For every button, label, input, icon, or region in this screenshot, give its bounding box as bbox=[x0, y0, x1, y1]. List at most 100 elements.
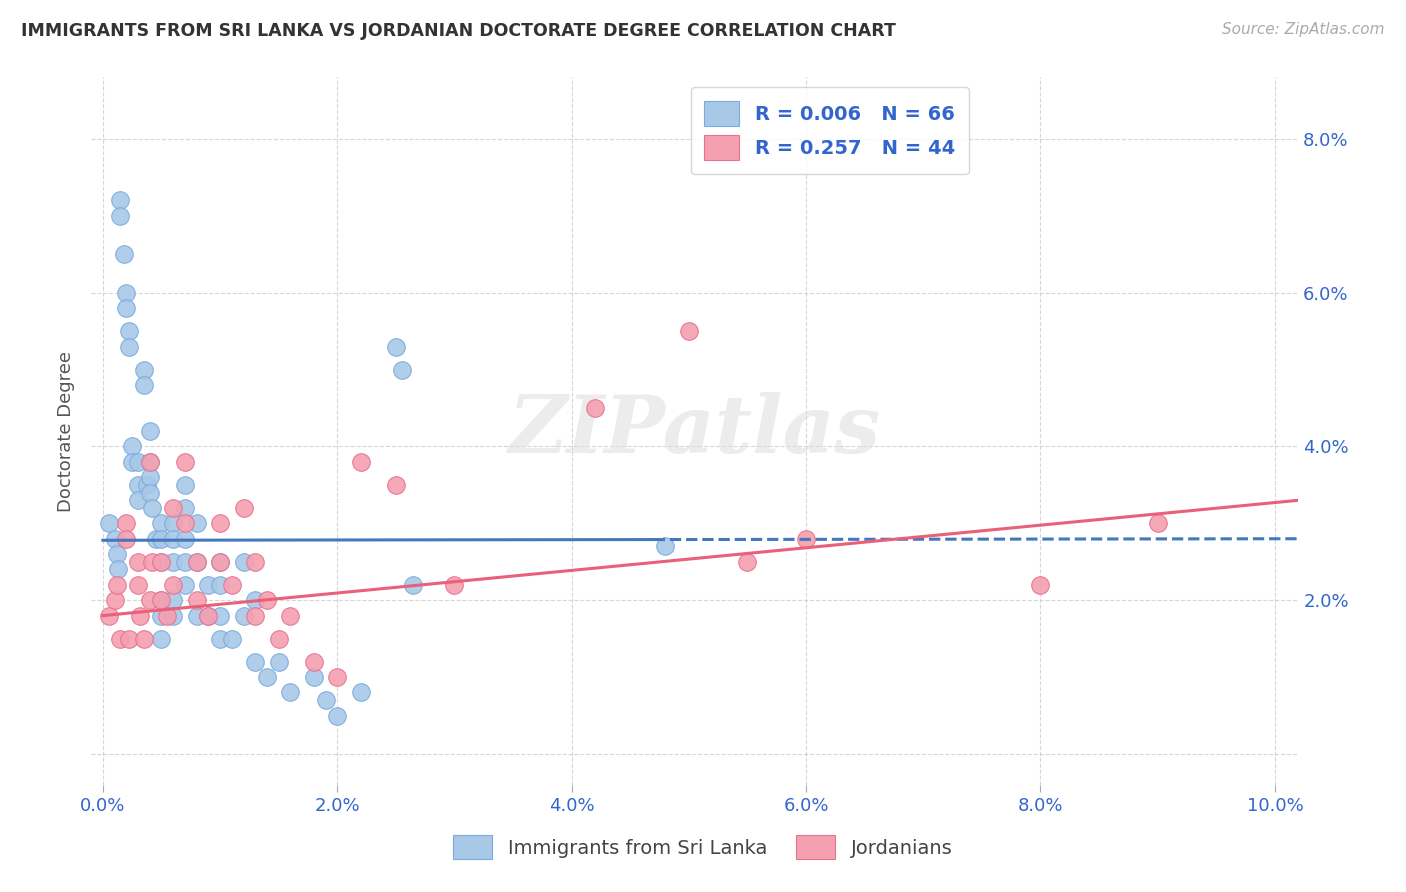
Point bbox=[112, 247, 135, 261]
Point bbox=[174, 478, 197, 492]
Text: Source: ZipAtlas.com: Source: ZipAtlas.com bbox=[1222, 22, 1385, 37]
Point bbox=[186, 516, 208, 531]
Point bbox=[107, 562, 129, 576]
Point bbox=[737, 555, 759, 569]
Point bbox=[110, 209, 132, 223]
Point bbox=[302, 655, 325, 669]
Point bbox=[385, 339, 408, 353]
Point bbox=[150, 532, 173, 546]
Point bbox=[150, 593, 173, 607]
Point bbox=[267, 632, 290, 646]
Point bbox=[139, 593, 162, 607]
Point bbox=[162, 578, 184, 592]
Point bbox=[174, 500, 197, 515]
Point bbox=[209, 555, 232, 569]
Point bbox=[326, 670, 349, 684]
Point bbox=[209, 632, 232, 646]
Point bbox=[209, 555, 232, 569]
Point bbox=[209, 516, 232, 531]
Point bbox=[209, 608, 232, 623]
Point bbox=[350, 455, 373, 469]
Point bbox=[197, 608, 219, 623]
Point bbox=[110, 632, 132, 646]
Point bbox=[118, 632, 141, 646]
Text: ZIPatlas: ZIPatlas bbox=[509, 392, 880, 470]
Point bbox=[654, 540, 676, 554]
Point bbox=[315, 693, 337, 707]
Legend: Immigrants from Sri Lanka, Jordanians: Immigrants from Sri Lanka, Jordanians bbox=[444, 826, 962, 869]
Point bbox=[385, 478, 408, 492]
Point bbox=[391, 362, 413, 376]
Point bbox=[245, 608, 267, 623]
Point bbox=[150, 632, 173, 646]
Point bbox=[127, 455, 149, 469]
Point bbox=[141, 500, 163, 515]
Point bbox=[174, 516, 197, 531]
Point bbox=[115, 285, 138, 300]
Point bbox=[118, 339, 141, 353]
Point bbox=[118, 324, 141, 338]
Point bbox=[156, 608, 179, 623]
Point bbox=[197, 608, 219, 623]
Point bbox=[174, 455, 197, 469]
Point bbox=[139, 470, 162, 484]
Point bbox=[1029, 578, 1052, 592]
Text: IMMIGRANTS FROM SRI LANKA VS JORDANIAN DOCTORATE DEGREE CORRELATION CHART: IMMIGRANTS FROM SRI LANKA VS JORDANIAN D… bbox=[21, 22, 896, 40]
Point bbox=[132, 632, 155, 646]
Point bbox=[132, 362, 155, 376]
Point bbox=[1146, 516, 1168, 531]
Point bbox=[139, 424, 162, 438]
Point bbox=[280, 685, 302, 699]
Point bbox=[402, 578, 425, 592]
Point bbox=[443, 578, 465, 592]
Point bbox=[162, 608, 184, 623]
Point bbox=[139, 455, 162, 469]
Point bbox=[302, 670, 325, 684]
Point bbox=[162, 593, 184, 607]
Point bbox=[186, 608, 208, 623]
Point bbox=[127, 478, 149, 492]
Point bbox=[232, 555, 254, 569]
Point bbox=[256, 593, 278, 607]
Point bbox=[245, 555, 267, 569]
Point bbox=[129, 608, 152, 623]
Point bbox=[105, 547, 128, 561]
Point bbox=[162, 555, 184, 569]
Point bbox=[174, 555, 197, 569]
Point bbox=[267, 655, 290, 669]
Point bbox=[150, 555, 173, 569]
Point bbox=[162, 516, 184, 531]
Point bbox=[127, 555, 149, 569]
Point bbox=[794, 532, 817, 546]
Point bbox=[145, 532, 167, 546]
Point bbox=[150, 516, 173, 531]
Point bbox=[150, 593, 173, 607]
Point bbox=[197, 578, 219, 592]
Point bbox=[110, 194, 132, 208]
Point bbox=[105, 578, 128, 592]
Point bbox=[583, 401, 606, 415]
Point bbox=[186, 555, 208, 569]
Point bbox=[186, 555, 208, 569]
Point bbox=[104, 532, 127, 546]
Point bbox=[174, 578, 197, 592]
Point bbox=[121, 440, 143, 454]
Point bbox=[139, 455, 162, 469]
Point bbox=[150, 608, 173, 623]
Point bbox=[245, 593, 267, 607]
Point bbox=[174, 532, 197, 546]
Point bbox=[121, 455, 143, 469]
Point bbox=[232, 500, 254, 515]
Point bbox=[104, 593, 127, 607]
Point bbox=[139, 485, 162, 500]
Point bbox=[141, 555, 163, 569]
Point bbox=[115, 301, 138, 315]
Point bbox=[221, 632, 243, 646]
Point bbox=[209, 578, 232, 592]
Point bbox=[326, 708, 349, 723]
Point bbox=[186, 593, 208, 607]
Legend: R = 0.006   N = 66, R = 0.257   N = 44: R = 0.006 N = 66, R = 0.257 N = 44 bbox=[690, 87, 969, 174]
Point bbox=[127, 493, 149, 508]
Point bbox=[162, 500, 184, 515]
Point bbox=[256, 670, 278, 684]
